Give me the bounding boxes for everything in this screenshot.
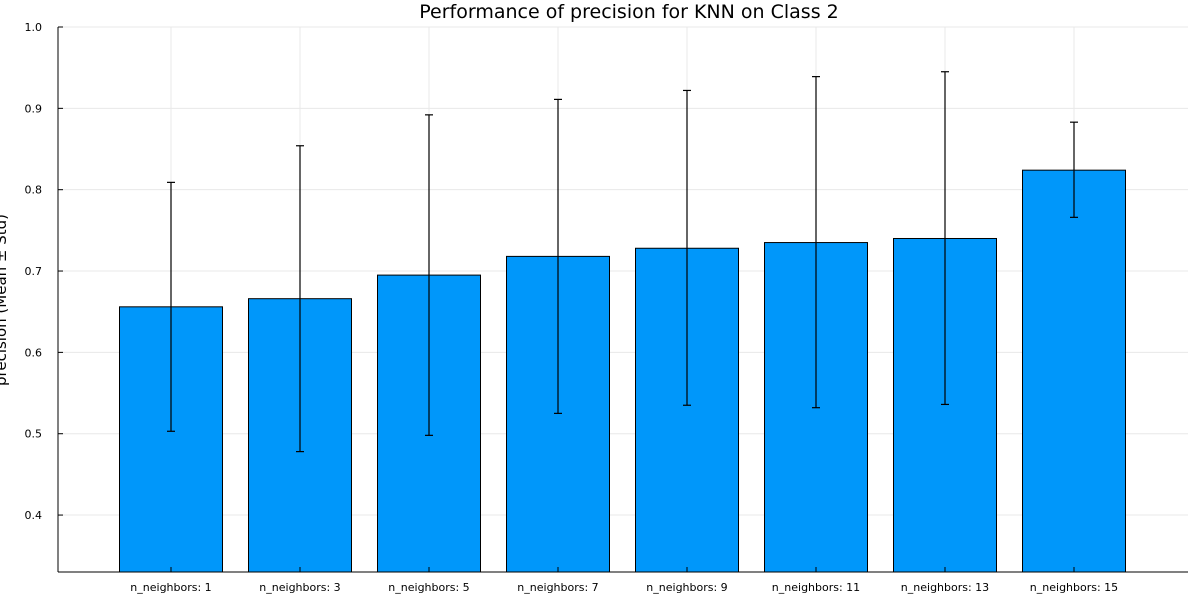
- y-tick-label: 0.7: [25, 265, 43, 278]
- x-ticks: n_neighbors: 1 n_neighbors: 3 n_neighbors:…: [130, 567, 1118, 594]
- y-tick-label: 1.0: [25, 21, 43, 34]
- y-axis-label: precision (Mean ± Std): [0, 214, 10, 386]
- x-tick-label: n_neighbors: 11: [772, 581, 860, 594]
- chart-title: Performance of precision for KNN on Clas…: [419, 1, 838, 23]
- y-ticks: 0.4 0.5 0.6 0.7 0.8 0.9 1.0: [25, 21, 63, 522]
- x-tick-label: n_neighbors: 1: [130, 581, 211, 594]
- grid-layer: [58, 26, 1188, 572]
- bars-layer: [119, 169, 1126, 573]
- y-tick-label: 0.6: [25, 346, 43, 359]
- x-tick-label: n_neighbors: 3: [259, 581, 340, 594]
- x-tick-label: n_neighbors: 5: [388, 581, 469, 594]
- x-tick-label: n_neighbors: 13: [901, 581, 989, 594]
- y-tick-label: 0.5: [25, 428, 43, 441]
- x-tick-label: n_neighbors: 15: [1030, 581, 1118, 594]
- bar: [1022, 169, 1126, 573]
- y-tick-label: 0.8: [25, 184, 43, 197]
- y-tick-label: 0.4: [25, 509, 43, 522]
- x-tick-label: n_neighbors: 9: [646, 581, 727, 594]
- x-tick-label: n_neighbors: 7: [517, 581, 598, 594]
- y-tick-label: 0.9: [25, 102, 43, 115]
- error-bars-layer: [167, 71, 1078, 453]
